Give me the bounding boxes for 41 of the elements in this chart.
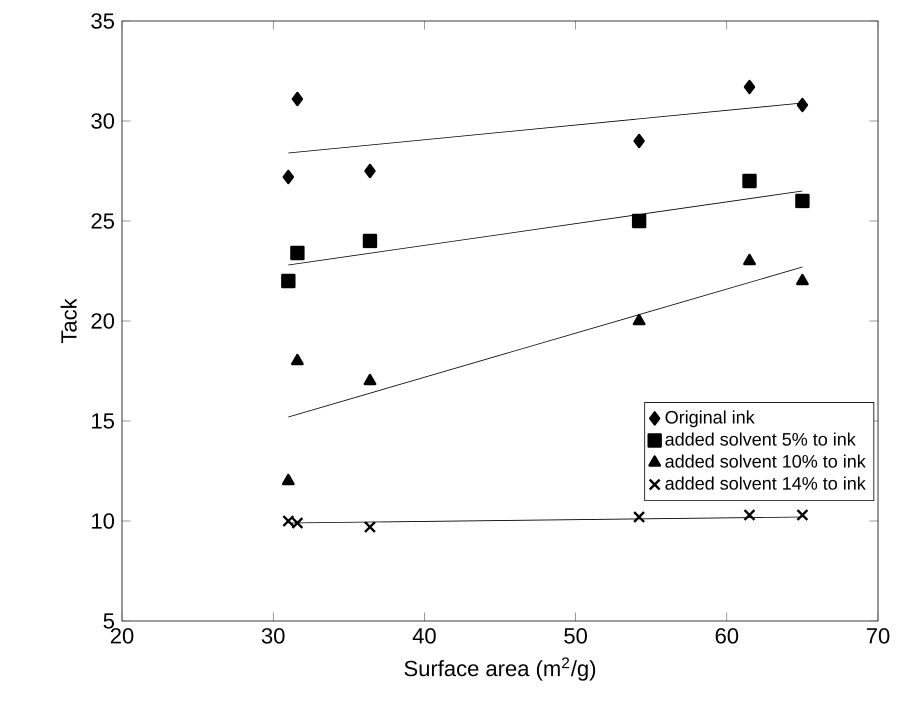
point <box>364 374 376 386</box>
point <box>282 170 294 184</box>
point <box>795 194 810 208</box>
x-axis-title: Surface area (m$^{2}$/g) <box>404 657 596 681</box>
point <box>796 508 809 522</box>
point <box>796 98 808 112</box>
x-tick-label: 50 <box>564 628 587 644</box>
x-tick-label: 20 <box>110 628 134 644</box>
point <box>292 92 304 106</box>
point <box>281 274 296 288</box>
y-tick-label: 20 <box>92 313 114 329</box>
legend-label: added solvent 10% to ink <box>665 454 866 468</box>
legend-label: Original ink <box>666 410 755 428</box>
point <box>282 474 295 486</box>
point <box>796 274 809 286</box>
y-tick-label: 15 <box>92 413 114 429</box>
x-tick-label: 70 <box>866 628 890 644</box>
y-tick-label: 30 <box>91 113 114 129</box>
point <box>364 520 376 534</box>
x-tick-label: 30 <box>262 628 285 644</box>
y-tick-label: 25 <box>92 213 114 229</box>
point <box>364 164 376 178</box>
point <box>632 510 646 524</box>
point <box>362 234 378 248</box>
point <box>632 214 646 228</box>
y-tick-label: 10 <box>92 513 114 529</box>
legend-label: added solvent 14% to ink <box>665 476 866 490</box>
x-tick-label: 40 <box>412 628 436 644</box>
point <box>290 354 304 366</box>
y-tick-label: 35 <box>91 13 114 29</box>
point <box>743 508 756 522</box>
point <box>632 314 646 326</box>
legend-label: added solvent 5% to ink <box>665 432 856 446</box>
point <box>744 80 756 94</box>
point <box>290 246 305 260</box>
point <box>743 254 756 266</box>
y-axis-title: Tack <box>60 298 77 344</box>
point <box>633 134 645 148</box>
point <box>742 174 757 188</box>
x-tick-label: 60 <box>716 628 738 644</box>
y-tick-label: 5 <box>104 613 114 629</box>
